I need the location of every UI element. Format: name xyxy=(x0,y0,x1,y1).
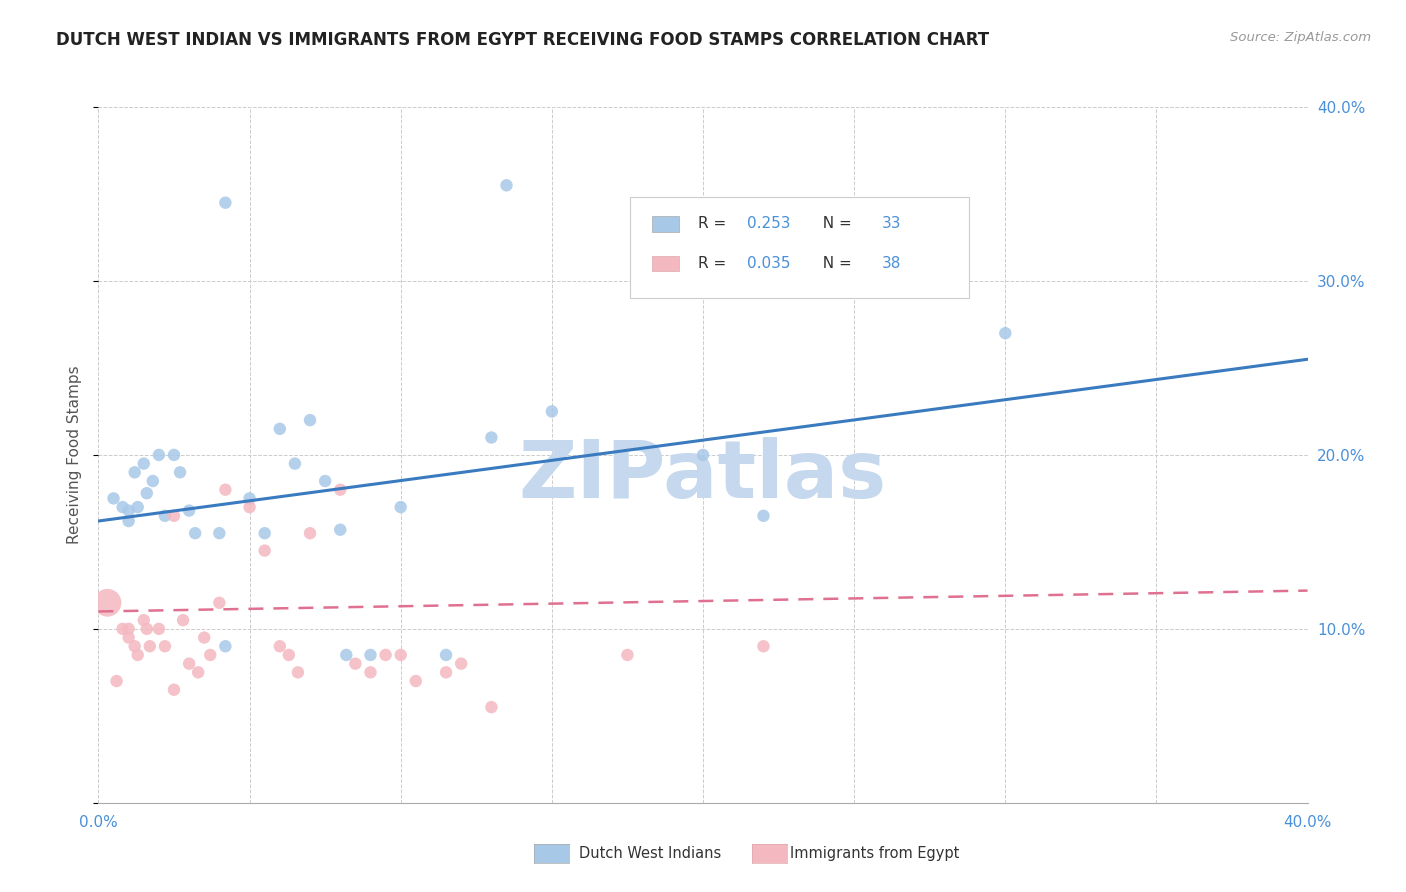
Point xyxy=(752,508,775,523)
Point xyxy=(329,483,352,497)
Point xyxy=(214,195,236,210)
Text: 0.035: 0.035 xyxy=(747,256,790,271)
Point xyxy=(118,622,141,636)
Point xyxy=(253,526,276,541)
Point xyxy=(994,326,1017,340)
Point xyxy=(314,474,336,488)
Bar xyxy=(652,256,679,271)
Point xyxy=(299,413,322,427)
Text: Source: ZipAtlas.com: Source: ZipAtlas.com xyxy=(1230,31,1371,45)
Point xyxy=(299,526,322,541)
Point xyxy=(277,648,299,662)
Point xyxy=(118,503,141,517)
Point xyxy=(111,622,134,636)
Point xyxy=(360,648,382,662)
Point xyxy=(163,508,186,523)
Point xyxy=(214,639,236,653)
Text: 0.253: 0.253 xyxy=(747,217,790,231)
Text: Immigrants from Egypt: Immigrants from Egypt xyxy=(790,847,959,861)
Point xyxy=(172,613,194,627)
Point xyxy=(163,682,186,697)
Point xyxy=(239,500,262,514)
Point xyxy=(132,613,155,627)
Point xyxy=(540,404,562,418)
Point xyxy=(142,474,165,488)
Point xyxy=(179,503,201,517)
Point xyxy=(405,674,427,689)
Point xyxy=(179,657,201,671)
Point xyxy=(208,526,231,541)
Point xyxy=(214,483,236,497)
Y-axis label: Receiving Food Stamps: Receiving Food Stamps xyxy=(67,366,83,544)
Point xyxy=(118,631,141,645)
Point xyxy=(103,491,125,506)
Point xyxy=(389,648,412,662)
Point xyxy=(184,526,207,541)
Point xyxy=(127,500,149,514)
Point xyxy=(135,486,157,500)
Point xyxy=(111,500,134,514)
Point xyxy=(124,466,146,480)
Point xyxy=(481,431,503,445)
Point xyxy=(481,700,503,714)
Point xyxy=(269,639,291,653)
Point xyxy=(239,491,262,506)
Point xyxy=(752,639,775,653)
Point xyxy=(253,543,276,558)
Point xyxy=(692,448,714,462)
Point xyxy=(269,422,291,436)
Text: Dutch West Indians: Dutch West Indians xyxy=(579,847,721,861)
Text: ZIPatlas: ZIPatlas xyxy=(519,437,887,515)
Point xyxy=(616,648,638,662)
Point xyxy=(450,657,472,671)
Point xyxy=(208,596,231,610)
Point xyxy=(118,514,141,528)
Text: N =: N = xyxy=(813,217,856,231)
Text: 33: 33 xyxy=(882,217,901,231)
Bar xyxy=(652,216,679,232)
Point xyxy=(389,500,412,514)
Point xyxy=(287,665,309,680)
Text: DUTCH WEST INDIAN VS IMMIGRANTS FROM EGYPT RECEIVING FOOD STAMPS CORRELATION CHA: DUTCH WEST INDIAN VS IMMIGRANTS FROM EGY… xyxy=(56,31,990,49)
Point xyxy=(495,178,517,193)
Point xyxy=(127,648,149,662)
Point xyxy=(169,466,191,480)
Point xyxy=(132,457,155,471)
Point xyxy=(335,648,357,662)
Point xyxy=(148,622,170,636)
Point xyxy=(105,674,128,689)
Point xyxy=(284,457,307,471)
Point xyxy=(153,639,176,653)
Text: R =: R = xyxy=(699,217,731,231)
Text: 38: 38 xyxy=(882,256,901,271)
Point xyxy=(153,508,176,523)
Point xyxy=(434,648,457,662)
Point xyxy=(124,639,146,653)
Point xyxy=(163,448,186,462)
Point xyxy=(187,665,209,680)
Point xyxy=(193,631,215,645)
Point xyxy=(148,448,170,462)
Text: N =: N = xyxy=(813,256,856,271)
Text: R =: R = xyxy=(699,256,731,271)
Point xyxy=(374,648,396,662)
FancyBboxPatch shape xyxy=(630,197,969,298)
Point xyxy=(344,657,367,671)
Point xyxy=(434,665,457,680)
Point xyxy=(96,596,118,610)
Point xyxy=(360,665,382,680)
Point xyxy=(329,523,352,537)
Point xyxy=(139,639,162,653)
Point xyxy=(135,622,157,636)
Point xyxy=(200,648,222,662)
